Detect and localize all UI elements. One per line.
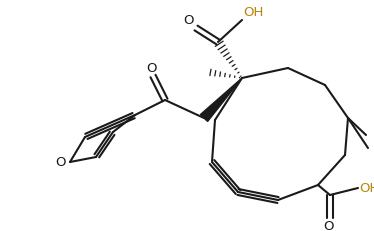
Text: O: O [147,62,157,75]
Polygon shape [200,78,242,122]
Text: OH: OH [359,182,374,195]
Text: O: O [324,220,334,231]
Text: O: O [55,155,66,168]
Text: OH: OH [243,6,263,19]
Text: O: O [184,14,194,27]
